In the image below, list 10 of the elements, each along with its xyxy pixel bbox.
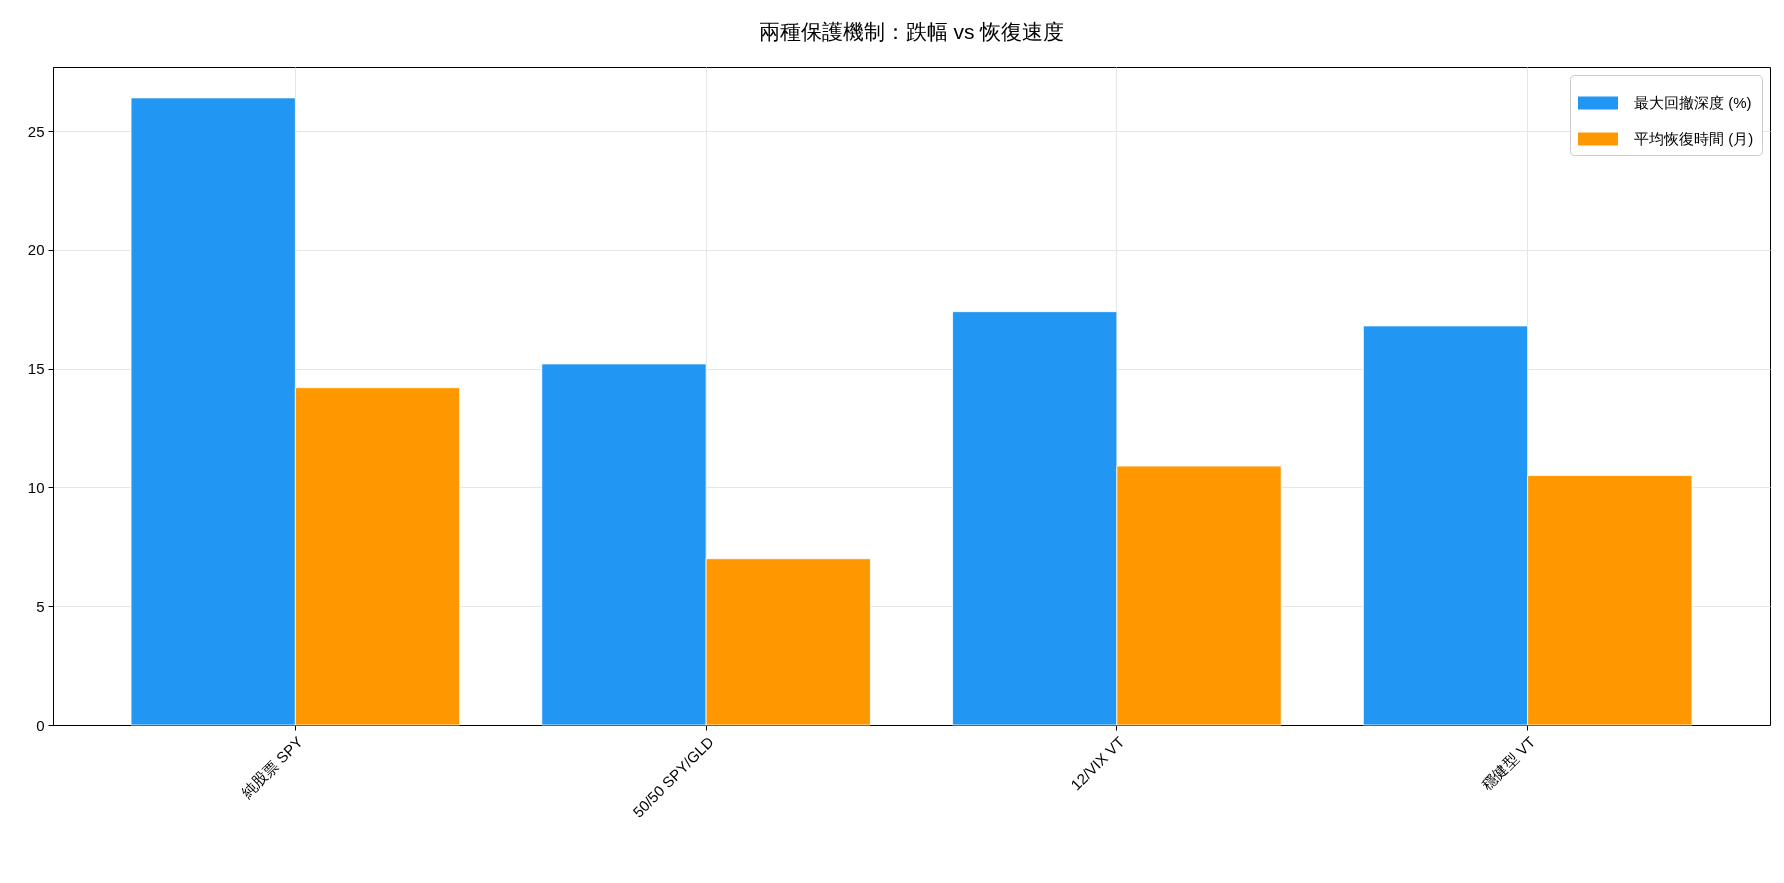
y-tick-label: 25 bbox=[27, 122, 45, 140]
y-tick-label: 10 bbox=[27, 478, 45, 496]
y-tick-label: 5 bbox=[36, 597, 45, 615]
x-tick-label: 穩健型 VT bbox=[1477, 733, 1539, 794]
y-tick-label: 20 bbox=[27, 241, 45, 259]
chart-title: 兩種保護機制：跌幅 vs 恢復速度 bbox=[758, 20, 1065, 43]
y-tick-label: 0 bbox=[36, 716, 45, 734]
legend-label: 平均恢復時間 (月) bbox=[1634, 130, 1754, 147]
legend-label: 最大回撤深度 (%) bbox=[1634, 94, 1752, 111]
y-tick-label: 15 bbox=[27, 360, 45, 378]
